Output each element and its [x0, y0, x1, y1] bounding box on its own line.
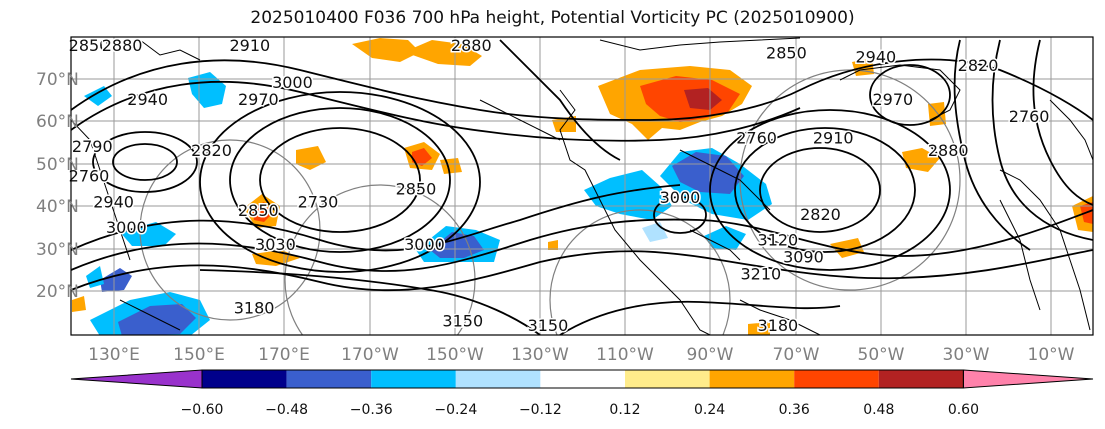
- latitude-labels: 70°N 60°N 50°N 40°N 30°N 20°N: [36, 70, 79, 302]
- contour-label-19: 3150: [528, 316, 569, 335]
- contour-label-28: 3000: [660, 188, 701, 207]
- contour-label-8: 2760: [69, 167, 110, 186]
- coastlines: [71, 37, 1093, 335]
- contour-label-22: 2940: [855, 48, 896, 67]
- contour-label-1: 2880: [102, 36, 143, 55]
- contour-label-14: 2850: [238, 201, 279, 220]
- contour-label-30: 2820: [800, 205, 841, 224]
- contour-label-12: 2730: [298, 192, 339, 211]
- lon-label-130w: 130°W: [511, 345, 569, 365]
- map-panel: [71, 37, 1093, 335]
- contour-label-33: 3120: [758, 231, 799, 250]
- height-contours: [71, 39, 1093, 335]
- colorbar-box-6: [625, 370, 710, 388]
- lon-label-130e: 130°E: [88, 345, 140, 365]
- lon-label-70w: 70°W: [773, 345, 820, 365]
- colorbar-tick-3: −0.36: [350, 402, 393, 418]
- colorbar-tick-10: 0.60: [948, 402, 979, 418]
- colorbar-box-7: [709, 370, 795, 388]
- lon-label-150e: 150°E: [173, 345, 225, 365]
- contour-label-27: 2760: [1009, 107, 1050, 126]
- colorbar-tick-7: 0.24: [694, 402, 725, 418]
- contour-label-32: 3210: [740, 265, 781, 284]
- lon-label-170w: 170°W: [341, 345, 399, 365]
- colorbar-box-9: [878, 370, 964, 388]
- colorbar-tick-1: −0.60: [181, 402, 224, 418]
- contour-label-5: 2910: [229, 36, 270, 55]
- colorbar-tick-4: −0.24: [434, 402, 477, 418]
- colorbar-box-1: [202, 370, 287, 388]
- lon-label-110w: 110°W: [596, 345, 654, 365]
- colorbar-box-3: [371, 370, 456, 388]
- contour-label-2: 2940: [127, 90, 168, 109]
- contour-label-13: 3030: [255, 235, 296, 254]
- contour-label-15: 3180: [234, 299, 275, 318]
- contour-label-31: 3090: [783, 248, 824, 267]
- contour-label-25: 2880: [928, 141, 969, 160]
- colorbar: −0.60 −0.48 −0.36 −0.24 −0.12 0.12 0.24 …: [70, 369, 1094, 418]
- longitude-labels: 130°E 150°E 170°E 170°W 150°W 130°W 110°…: [88, 345, 1075, 365]
- lon-label-10w: 10°W: [1028, 345, 1075, 365]
- contour-label-7: 2790: [72, 137, 113, 156]
- contour-label-20: 3180: [758, 316, 799, 335]
- colorbar-extend-min: [70, 369, 203, 389]
- lon-label-90w: 90°W: [687, 345, 734, 365]
- contour-label-21: 2850: [766, 43, 807, 62]
- contour-label-9: 2820: [191, 141, 232, 160]
- contour-label-23: 2970: [872, 90, 913, 109]
- contour-label-29: 2760: [736, 128, 777, 147]
- contour-label-18: 2850: [396, 180, 437, 199]
- contour-label-26: 2820: [958, 56, 999, 75]
- contour-label-16: 3150: [442, 311, 483, 330]
- contour-label-11: 3000: [106, 218, 147, 237]
- contour-label-10: 2940: [93, 192, 134, 211]
- contour-label-3: 2970: [238, 90, 279, 109]
- colorbar-tick-8: 0.36: [779, 402, 810, 418]
- contour-label-17: 3000: [404, 235, 445, 254]
- lat-label-60n: 60°N: [36, 112, 79, 132]
- lat-label-20n: 20°N: [36, 282, 79, 302]
- contour-label-6: 2880: [451, 36, 492, 55]
- colorbar-tick-6: 0.12: [609, 402, 640, 418]
- lon-label-30w: 30°W: [943, 345, 990, 365]
- colorbar-box-2: [286, 370, 372, 388]
- contour-label-0: 2850: [69, 36, 110, 55]
- contour-label-4: 3000: [272, 73, 313, 92]
- lat-label-70n: 70°N: [36, 70, 79, 90]
- colorbar-tick-5: −0.12: [519, 402, 562, 418]
- colorbar-extend-max: [962, 369, 1094, 389]
- map-frame: [70, 36, 1094, 336]
- colorbar-tick-9: 0.48: [863, 402, 894, 418]
- colorbar-tick-2: −0.48: [265, 402, 308, 418]
- contour-label-24: 2910: [813, 128, 854, 147]
- lat-label-30n: 30°N: [36, 240, 79, 260]
- colorbar-box-8: [794, 370, 879, 388]
- colorbar-box-5: [540, 370, 625, 388]
- colorbar-box-4: [455, 370, 541, 388]
- lon-label-50w: 50°W: [858, 345, 905, 365]
- lon-label-150w: 150°W: [426, 345, 484, 365]
- lat-label-50n: 50°N: [36, 155, 79, 175]
- lat-label-40n: 40°N: [36, 197, 79, 217]
- lon-label-170e: 170°E: [258, 345, 310, 365]
- map-title: 2025010400 F036 700 hPa height, Potentia…: [250, 8, 855, 28]
- colorbar-outline: [201, 369, 964, 389]
